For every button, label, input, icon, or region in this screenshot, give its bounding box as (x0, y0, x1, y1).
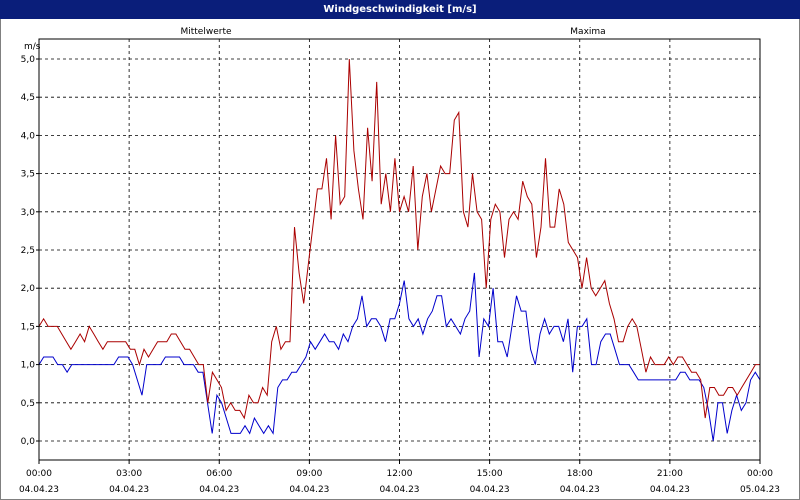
x-tick-date: 04.04.23 (199, 485, 239, 495)
axes (36, 38, 761, 464)
y-tick-label: 3,5 (21, 170, 35, 180)
y-tick-label: 0,0 (21, 437, 36, 447)
y-tick-label: 0,5 (21, 399, 35, 409)
tick-labels: 0,0 0,5 1,0 1,5 2,0 2,5 3,0 3,5 4,0 4,5 5,0 00:00 04… (19, 42, 780, 495)
y-tick-label: 4,5 (21, 93, 35, 103)
series-layer (38, 58, 761, 442)
x-tick-date: 04.04.23 (19, 485, 59, 495)
y-tick-label: 2,0 (21, 284, 36, 294)
x-tick-time: 00:00 (747, 469, 773, 479)
legend: Mittelwerte Maxima (180, 27, 605, 37)
x-tick-time: 15:00 (477, 469, 503, 479)
x-tick-time: 12:00 (387, 469, 413, 479)
x-tick-date: 04.04.23 (560, 485, 600, 495)
y-tick-label: 2,5 (21, 246, 35, 256)
y-tick-label: 5,0 (21, 55, 36, 65)
x-tick-date: 04.04.23 (379, 485, 419, 495)
chart-title: Windgeschwindigkeit [m/s] (0, 0, 800, 19)
y-axis-label: m/s (24, 42, 41, 52)
x-tick-time: 18:00 (567, 469, 593, 479)
x-tick-date: 04.04.23 (289, 485, 329, 495)
grid (39, 39, 760, 460)
series-line-maxima (38, 58, 760, 420)
series-line-mittelwerte (38, 272, 761, 442)
y-tick-label: 3,0 (21, 208, 36, 218)
plot-area-border (38, 38, 761, 461)
x-tick-date: 05.04.23 (740, 485, 780, 495)
y-tick-label: 1,5 (21, 322, 35, 332)
x-tick-time: 00:00 (26, 469, 52, 479)
x-tick-date: 04.04.23 (109, 485, 149, 495)
x-tick-time: 09:00 (296, 469, 322, 479)
legend-entry-mittelwerte: Mittelwerte (180, 27, 231, 37)
y-tick-label: 4,0 (21, 131, 36, 141)
x-tick-time: 06:00 (206, 469, 232, 479)
x-tick-time: 21:00 (657, 469, 683, 479)
x-tick-date: 04.04.23 (470, 485, 510, 495)
x-tick-time: 03:00 (116, 469, 142, 479)
y-tick-label: 1,0 (21, 361, 36, 371)
x-tick-date: 04.04.23 (650, 485, 690, 495)
legend-entry-maxima: Maxima (570, 27, 605, 37)
